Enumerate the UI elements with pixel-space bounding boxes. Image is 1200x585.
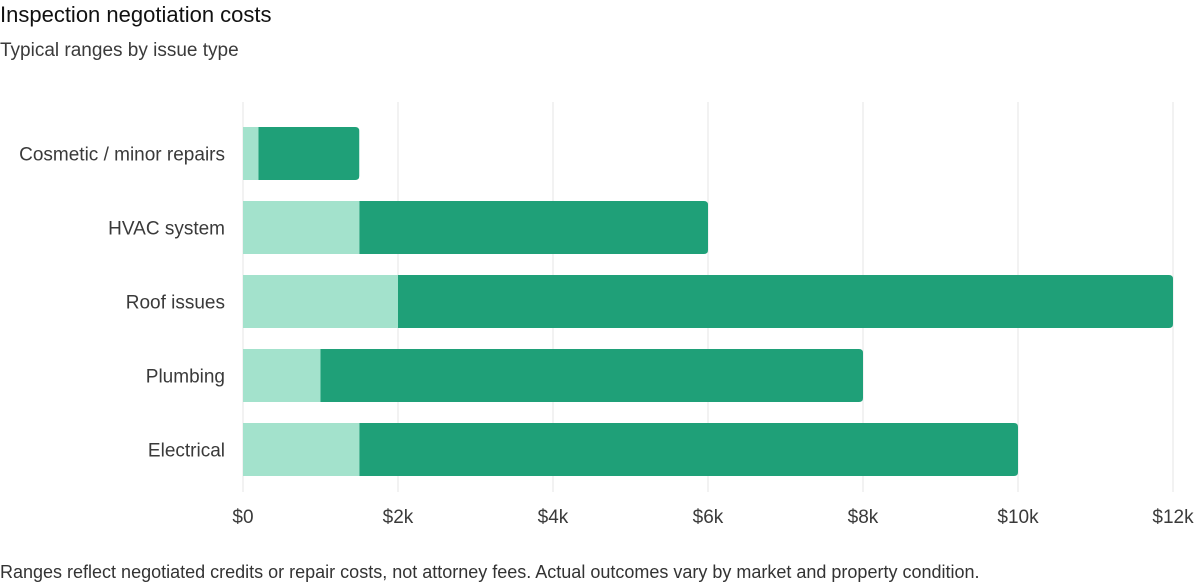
- bar-range-segment: [320, 349, 863, 402]
- x-tick-label: $0: [232, 507, 253, 528]
- bar-low-segment: [243, 423, 360, 476]
- x-tick-label: $8k: [848, 507, 879, 528]
- bar-range-segment: [398, 275, 1173, 328]
- category-label: Cosmetic / minor repairs: [19, 145, 225, 166]
- x-axis-ticks: $0 $2k $4k $6k $8k $10k $12k: [232, 507, 1194, 528]
- range-bar-chart: Cosmetic / minor repairs HVAC system Roof …: [19, 102, 1194, 528]
- x-tick-label: $12k: [1152, 507, 1194, 528]
- bar-range-segment: [258, 127, 360, 180]
- category-label: Roof issues: [126, 293, 225, 314]
- category-labels: Cosmetic / minor repairs HVAC system Roof …: [19, 145, 225, 462]
- category-label: Plumbing: [146, 367, 225, 388]
- chart-title: Inspection negotiation costs: [0, 2, 272, 27]
- bar-low-segment: [243, 349, 321, 402]
- x-tick-label: $4k: [538, 507, 569, 528]
- category-label: HVAC system: [108, 219, 225, 240]
- x-tick-label: $10k: [997, 507, 1039, 528]
- chart-subtitle: Typical ranges by issue type: [0, 40, 239, 61]
- bar-range-segment: [359, 423, 1018, 476]
- x-tick-label: $6k: [693, 507, 724, 528]
- bar-low-segment: [243, 275, 398, 328]
- chart-footnote: Ranges reflect negotiated credits or rep…: [0, 562, 980, 582]
- bar-low-segment: [243, 201, 360, 254]
- bar-low-segment: [243, 127, 259, 180]
- bars: [243, 127, 1173, 476]
- x-tick-label: $2k: [383, 507, 414, 528]
- bar-range-segment: [359, 201, 708, 254]
- category-label: Electrical: [148, 441, 225, 462]
